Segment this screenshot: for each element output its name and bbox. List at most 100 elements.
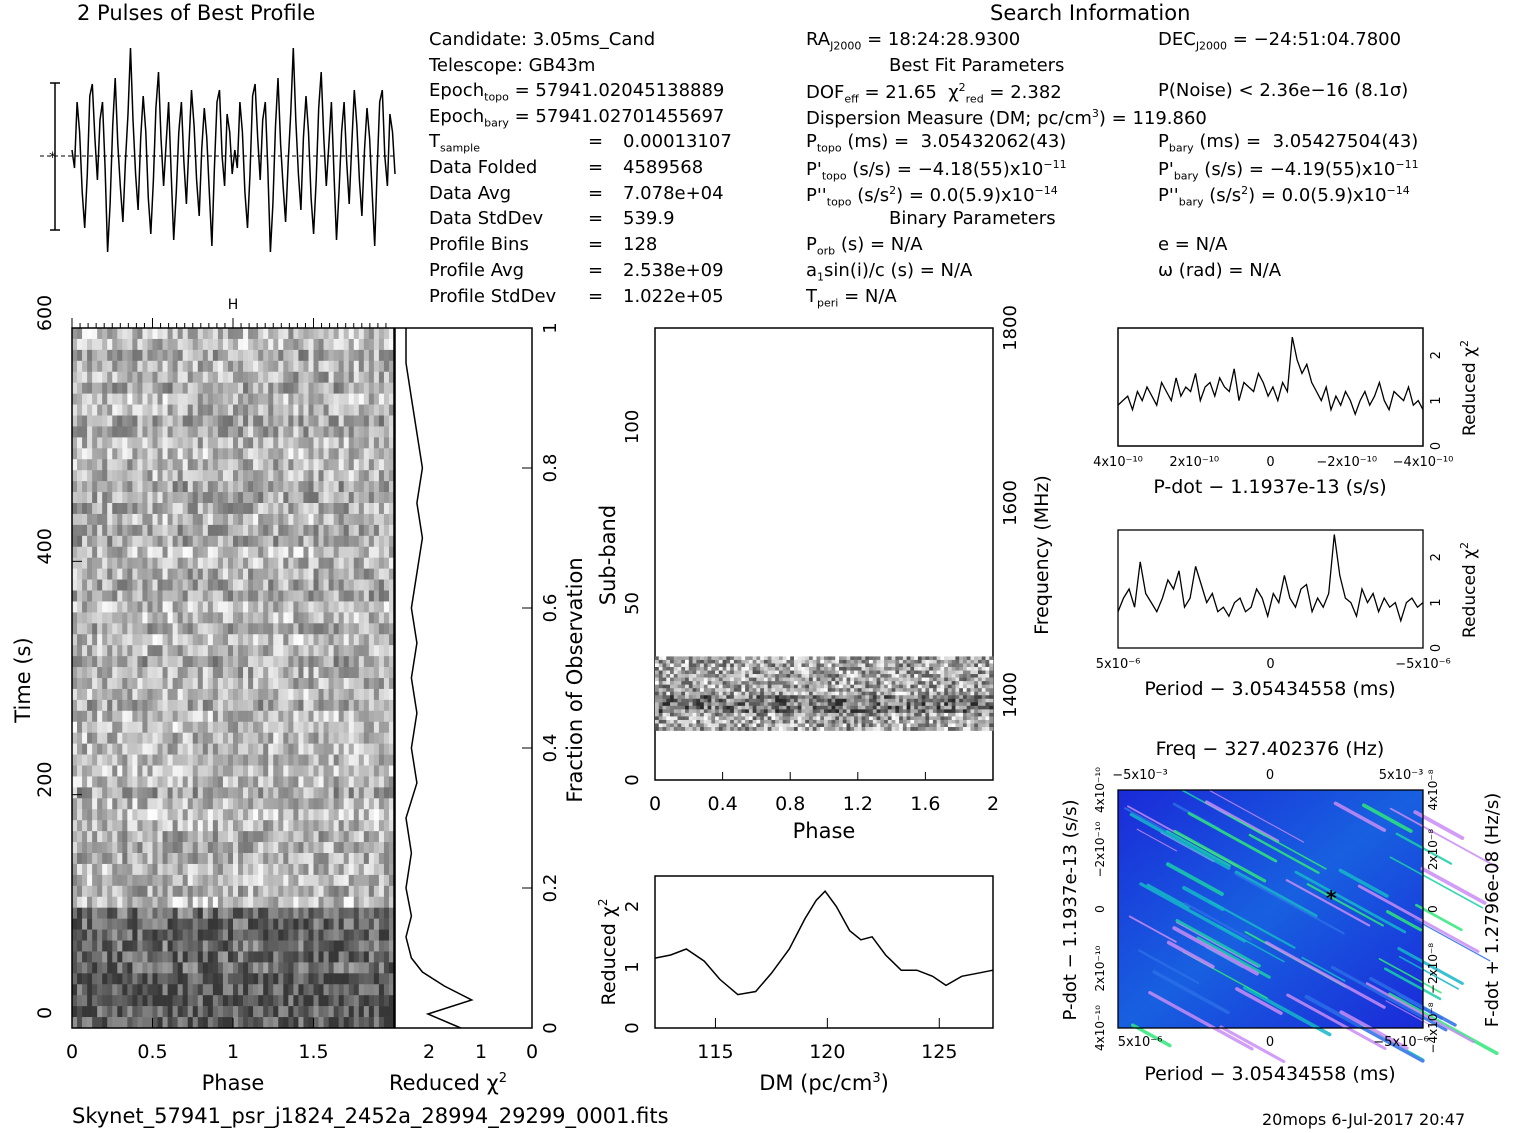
time-phase-cell <box>152 328 158 340</box>
time-phase-cell <box>162 995 168 1007</box>
time-phase-cell <box>388 656 395 668</box>
time-phase-cell <box>318 437 324 449</box>
time-phase-cell <box>87 678 93 690</box>
time-phase-cell <box>167 360 173 373</box>
time-phase-cell <box>323 404 329 416</box>
time-phase-cell <box>353 678 360 690</box>
subband-cell <box>797 674 802 678</box>
time-phase-cell <box>348 645 355 657</box>
time-phase-cell <box>92 853 98 865</box>
time-phase-cell <box>258 776 264 788</box>
time-phase-cell <box>363 732 370 744</box>
time-phase-cell <box>248 951 254 963</box>
subband-cell <box>962 681 968 685</box>
time-phase-cell <box>308 743 314 755</box>
time-phase-cell <box>258 754 264 766</box>
subband-cell <box>884 677 889 682</box>
time-phase-cell <box>258 853 264 865</box>
time-phase-cell <box>142 371 148 383</box>
time-phase-cell <box>288 349 294 362</box>
time-phase-cell <box>157 842 163 854</box>
subband-cell <box>816 681 821 685</box>
time-phase-cell <box>378 842 385 854</box>
time-phase-cell <box>87 612 93 624</box>
time-phase-cell <box>383 481 390 493</box>
time-phase-cell <box>358 645 365 657</box>
time-phase-cell <box>87 448 93 460</box>
time-phase-cell <box>152 492 158 504</box>
time-phase-cell <box>212 710 219 723</box>
time-phase-cell <box>92 338 98 351</box>
time-phase-cell <box>127 404 133 416</box>
time-phase-cell <box>373 590 380 602</box>
time-phase-cell <box>373 710 380 723</box>
time-phase-cell <box>308 415 314 427</box>
time-phase-cell <box>177 929 183 941</box>
subband-cell <box>797 681 802 685</box>
time-phase-cell <box>233 951 239 963</box>
time-phase-cell <box>238 831 244 843</box>
time-phase-cell <box>142 863 148 876</box>
time-phase-cell <box>87 688 93 701</box>
subband-cell <box>869 681 874 685</box>
time-phase-cell <box>122 820 128 832</box>
data-folded-label: Data Folded <box>429 157 538 178</box>
time-phase-cell <box>132 546 138 558</box>
time-phase-cell <box>378 853 385 865</box>
time-phase-cell <box>363 853 370 865</box>
time-phase-cell <box>348 415 355 427</box>
time-phase-cell <box>107 470 113 482</box>
time-phase-cell <box>112 328 118 340</box>
time-phase-cell <box>293 798 299 810</box>
subband-cell <box>756 681 761 685</box>
time-phase-cell <box>207 656 214 668</box>
time-phase-cell <box>333 513 339 526</box>
time-phase-cell <box>92 448 98 460</box>
subband-cell <box>812 659 817 664</box>
time-phase-cell <box>132 754 138 766</box>
time-phase-cell <box>308 568 314 580</box>
time-phase-cell <box>308 524 314 537</box>
time-phase-cell <box>308 863 314 876</box>
time-phase-cell <box>207 874 214 887</box>
subband-cell <box>703 681 708 685</box>
time-phase-cell <box>177 853 183 865</box>
time-phase-cell <box>187 896 194 908</box>
time-phase-cell <box>303 995 309 1007</box>
time-phase-cell <box>338 743 344 755</box>
time-phase-cell <box>167 984 173 996</box>
time-phase-cell <box>97 459 103 471</box>
time-phase-cell <box>167 535 173 548</box>
time-phase-cell <box>157 896 163 908</box>
time-phase-cell <box>273 754 279 766</box>
time-phase-cell <box>177 754 183 766</box>
time-phase-cell <box>187 360 194 373</box>
time-phase-cell <box>313 1017 319 1029</box>
time-phase-cell <box>122 667 128 679</box>
time-phase-cell <box>117 645 123 657</box>
time-phase-cell <box>258 896 264 908</box>
time-phase-cell <box>177 612 183 624</box>
p-noise: P(Noise) < 2.36e−16 (8.1σ) <box>1158 80 1409 101</box>
time-phase-cell <box>132 1017 138 1029</box>
time-phase-cell <box>172 568 178 580</box>
subband-cell <box>771 667 776 671</box>
time-phase-cell <box>212 907 219 919</box>
time-phase-cell <box>77 481 83 493</box>
time-phase-cell <box>92 579 98 591</box>
subband-cell <box>775 667 780 671</box>
time-phase-cell <box>353 765 360 777</box>
time-phase-cell <box>197 896 204 908</box>
time-phase-cell <box>142 984 148 996</box>
time-phase-cell <box>253 962 259 974</box>
time-phase-cell <box>162 524 168 537</box>
time-phase-cell <box>313 393 319 405</box>
time-phase-cell <box>358 437 365 449</box>
time-phase-cell <box>358 765 365 777</box>
time-phase-cell <box>248 995 254 1007</box>
subband-cell <box>929 681 934 685</box>
pddot-topo-exp: −14 <box>1034 184 1058 197</box>
time-phase-cell <box>313 929 319 941</box>
time-phase-cell <box>383 765 390 777</box>
time-phase-cell <box>368 524 375 537</box>
